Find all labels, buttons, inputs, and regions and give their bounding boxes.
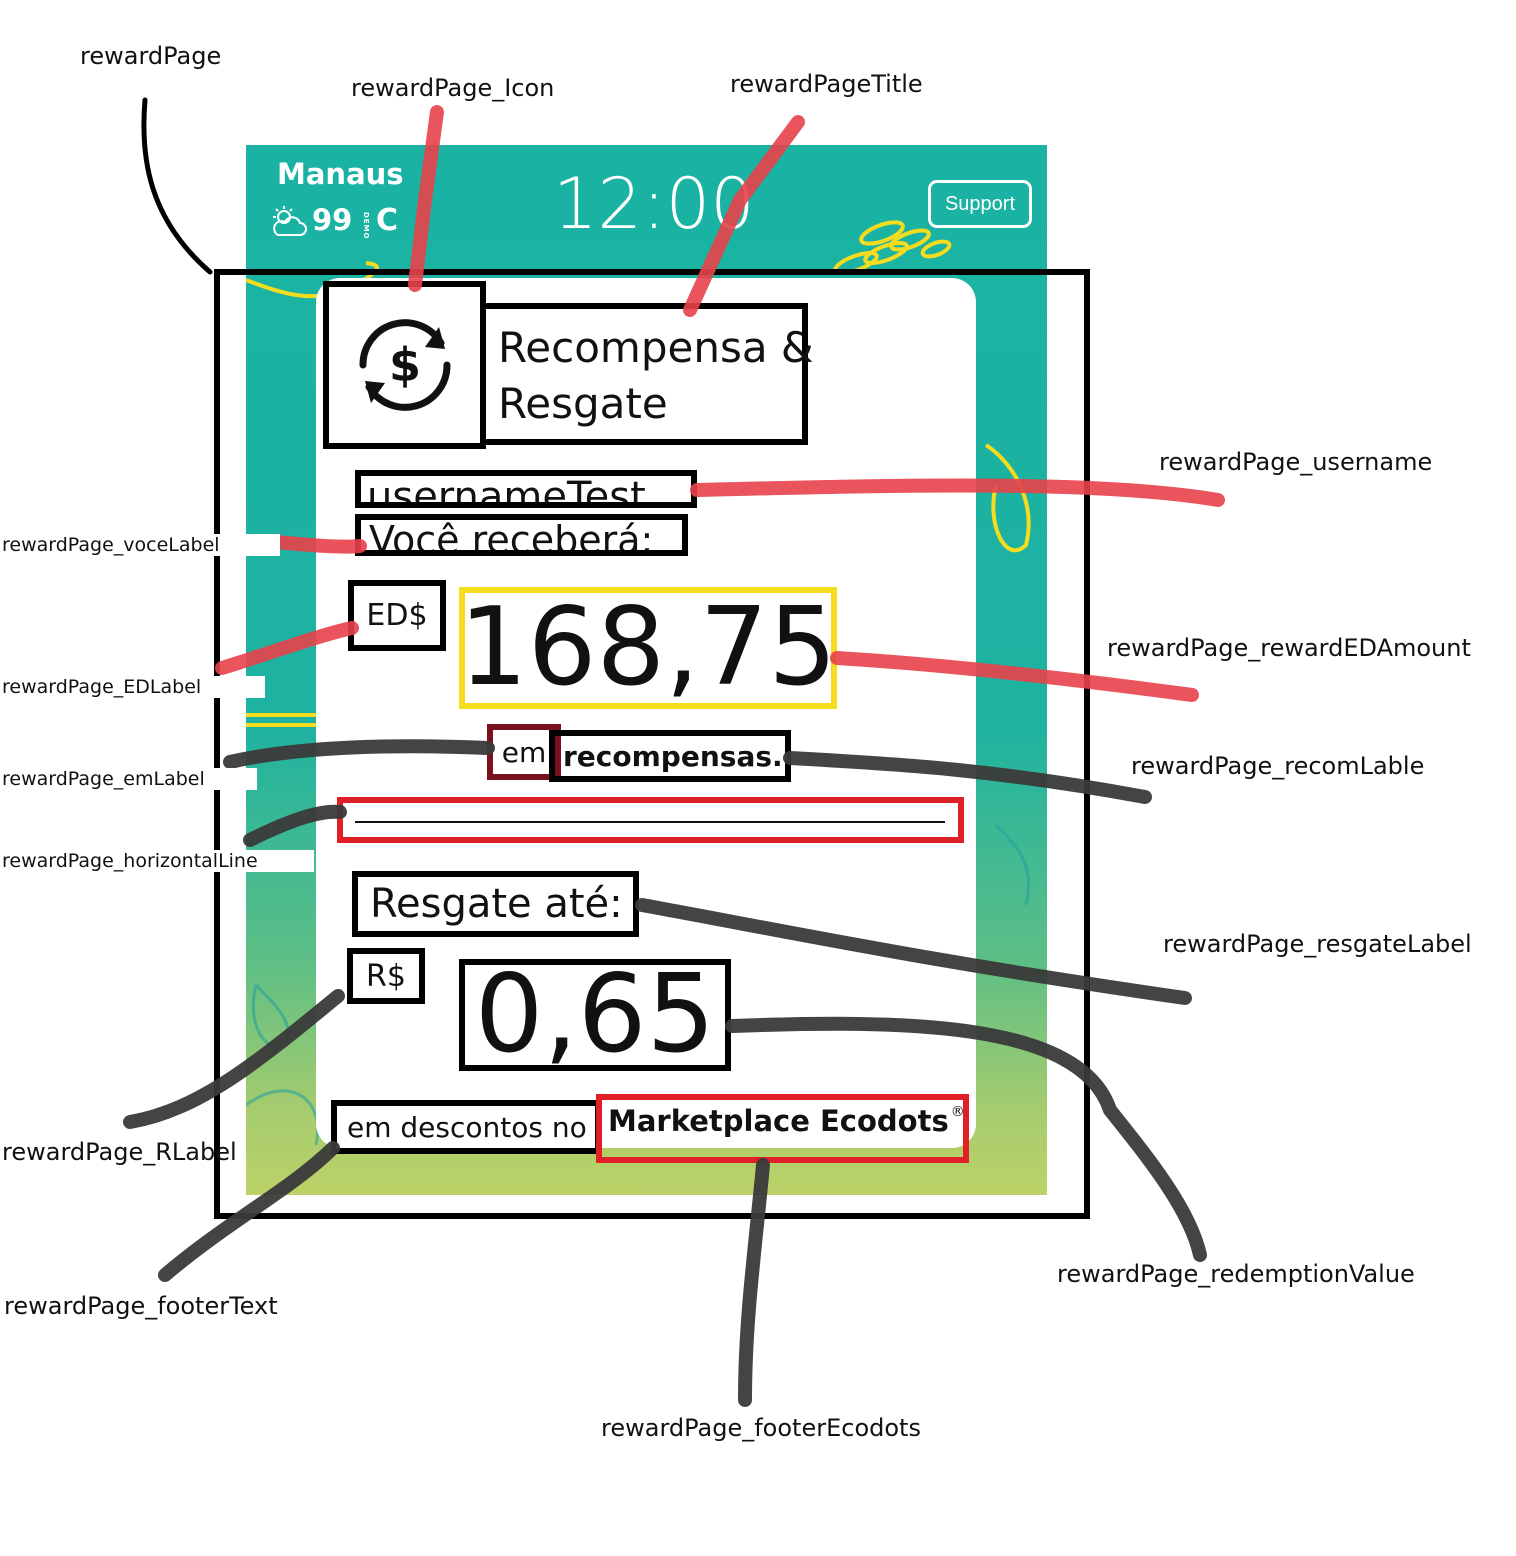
voce-label-box: Você receberá: — [355, 514, 688, 556]
registered-mark: ® — [950, 1104, 965, 1120]
r-currency-label: R$ — [366, 958, 406, 994]
annotation-reward-page-voce-label: rewardPage_voceLabel — [2, 534, 280, 556]
recompensas-label-box: recompensas. — [549, 730, 791, 782]
footer-text: em descontos no — [347, 1110, 587, 1144]
reward-title-box: Recompensa & Resgate — [480, 303, 814, 445]
annotation-reward-page: rewardPage — [80, 42, 222, 70]
annotation-reward-page-footer-text: rewardPage_footerText — [4, 1292, 278, 1320]
voce-label: Você receberá: — [369, 518, 654, 556]
footer-ecodots-box: Marketplace Ecodots ® — [596, 1094, 969, 1163]
reward-page-frame — [214, 269, 1090, 1219]
annotation-reward-page-em-label: rewardPage_emLabel — [2, 768, 257, 790]
annotation-reward-page-resgate-label: rewardPage_resgateLabel — [1163, 930, 1472, 958]
city-name: Manaus — [277, 157, 404, 191]
redemption-value-box: 0,65 — [459, 959, 731, 1071]
currency-exchange-icon: $ — [358, 319, 451, 411]
r-label-box: R$ — [347, 948, 425, 1004]
support-button[interactable]: Support — [928, 180, 1032, 228]
redemption-value: 0,65 — [474, 959, 716, 1071]
demo-tag: DEMO — [362, 212, 370, 240]
recompensas-label: recompensas. — [563, 739, 783, 773]
reward-card — [316, 278, 976, 1148]
temperature-unit: C — [376, 203, 399, 238]
horizontal-line-box — [337, 797, 964, 843]
annotation-reward-page-recom-lable: rewardPage_recomLable — [1131, 752, 1425, 780]
annotation-reward-page-icon: rewardPage_Icon — [351, 74, 555, 102]
ed-currency-label: ED$ — [366, 598, 428, 633]
partly-cloudy-icon — [273, 206, 307, 236]
ed-label-box: ED$ — [348, 580, 446, 651]
em-label: em — [501, 735, 547, 769]
svg-text:$: $ — [388, 338, 420, 392]
username-label: usernameTest — [367, 474, 646, 508]
annotation-reward-page-username: rewardPage_username — [1159, 448, 1433, 476]
reward-ed-amount-box: 168,75 — [459, 587, 837, 709]
annotation-reward-page-redemption-value: rewardPage_redemptionValue — [1057, 1260, 1415, 1288]
temperature-value: 99 — [312, 203, 353, 237]
reward-title-line1: Recompensa & — [498, 323, 814, 372]
resgate-label: Resgate até: — [370, 881, 623, 927]
footer-ecodots-brand: Marketplace Ecodots — [608, 1104, 949, 1138]
annotation-reward-page-footer-ecodots: rewardPage_footerEcodots — [601, 1414, 921, 1442]
reward-title-line2: Resgate — [498, 379, 668, 428]
annotation-reward-page-title: rewardPageTitle — [730, 70, 923, 98]
horizontal-line — [355, 821, 945, 823]
annotation-reward-page-reward-ed-amount: rewardPage_rewardEDAmount — [1107, 634, 1471, 662]
annotation-reward-page-ed-label: rewardPage_EDLabel — [2, 676, 266, 698]
username-box: usernameTest — [355, 470, 697, 508]
annotation-reward-page-r-label: rewardPage_RLabel — [2, 1138, 237, 1166]
reward-ed-amount: 168,75 — [459, 585, 837, 710]
annotation-reward-page-horizontal-line: rewardPage_horizontalLine — [2, 850, 314, 872]
